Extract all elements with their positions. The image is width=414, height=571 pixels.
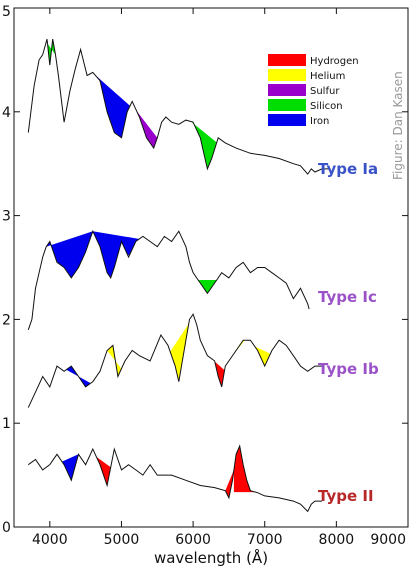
y-tick-label: 3 bbox=[2, 209, 11, 225]
series-label-type-ic: Type Ic bbox=[318, 288, 377, 306]
y-tick-label: 0 bbox=[2, 520, 11, 536]
feature-hydrogen-3-3 bbox=[225, 469, 234, 498]
legend: Hydrogen Helium Sulfur Silicon Iron bbox=[268, 54, 359, 127]
spectrum-line-type-ia bbox=[27, 38, 330, 175]
legend-swatch-silicon bbox=[268, 99, 306, 111]
legend-label-hydrogen: Hydrogen bbox=[310, 56, 359, 67]
series-label-type-ii: Type II bbox=[318, 487, 374, 505]
legend-swatch-hydrogen bbox=[268, 54, 306, 66]
feature-helium-2-5 bbox=[254, 346, 271, 366]
x-tick-label: 4000 bbox=[32, 532, 68, 548]
legend-label-sulfur: Sulfur bbox=[310, 86, 340, 97]
spectrum-line-type-ii bbox=[28, 444, 322, 513]
legend-swatch-sulfur bbox=[268, 84, 306, 96]
feature-silicon-1-2 bbox=[198, 280, 217, 294]
feature-iron-0-1 bbox=[94, 74, 131, 138]
x-axis-label: wavelength (Å) bbox=[154, 548, 268, 567]
feature-hydrogen-3-2 bbox=[233, 446, 256, 493]
y-tick-label: 1 bbox=[2, 416, 11, 432]
y-tick-label: 2 bbox=[2, 312, 11, 328]
feature-hydrogen-2-3 bbox=[211, 358, 225, 387]
absorption-features bbox=[46, 39, 271, 498]
x-tick-label: 5000 bbox=[104, 532, 140, 548]
feature-helium-2-1 bbox=[107, 345, 122, 377]
series-label-type-ia: Type Ia bbox=[318, 160, 378, 178]
feature-iron-1-0 bbox=[46, 231, 93, 278]
figure-credit: Figure: Dan Kasen bbox=[391, 71, 405, 180]
feature-silicon-0-3 bbox=[190, 121, 217, 168]
spectrum-line-type-ic bbox=[27, 229, 310, 330]
tick-labels: 4000 5000 6000 7000 8000 9000 0 1 2 3 4 5 bbox=[2, 4, 406, 548]
x-tick-label: 7000 bbox=[247, 532, 283, 548]
x-tick-label: 6000 bbox=[175, 532, 211, 548]
legend-swatch-helium bbox=[268, 69, 306, 81]
x-tick-label: 9000 bbox=[370, 532, 406, 548]
feature-iron-3-0 bbox=[62, 454, 79, 480]
series-label-type-ib: Type Ib bbox=[318, 360, 379, 378]
feature-iron-1-1 bbox=[92, 231, 140, 278]
spectra-lines bbox=[27, 38, 330, 513]
spectrum-line-type-ib bbox=[27, 313, 322, 408]
plot-frame bbox=[13, 7, 409, 528]
y-tick-label: 4 bbox=[2, 105, 11, 121]
legend-label-iron: Iron bbox=[310, 116, 329, 127]
legend-swatch-iron bbox=[268, 114, 306, 126]
axes bbox=[13, 7, 409, 528]
feature-sulfur-0-2 bbox=[136, 110, 158, 148]
legend-label-helium: Helium bbox=[310, 71, 345, 82]
feature-helium-2-4 bbox=[232, 340, 245, 356]
feature-helium-2-2 bbox=[170, 323, 189, 382]
x-tick-label: 8000 bbox=[319, 532, 355, 548]
legend-label-silicon: Silicon bbox=[310, 101, 343, 112]
y-tick-label: 5 bbox=[2, 4, 11, 20]
series-labels: Type Ia Type Ic Type Ib Type II bbox=[318, 160, 379, 505]
